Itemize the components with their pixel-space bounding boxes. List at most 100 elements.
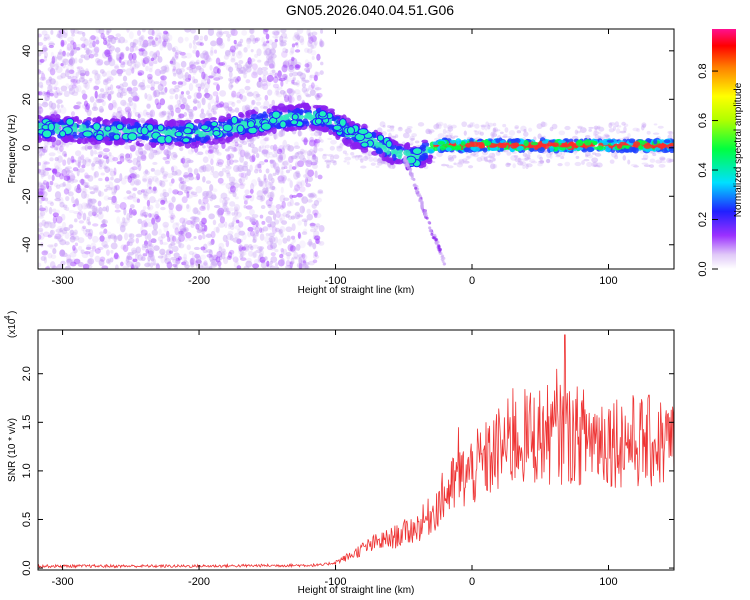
noise-point (132, 187, 138, 192)
noise-point (98, 190, 102, 197)
noise-point (47, 93, 51, 97)
noise-point (128, 207, 133, 216)
noise-point (652, 152, 657, 157)
noise-point (131, 187, 138, 192)
y-tick-label: -20 (21, 188, 33, 204)
noise-point (296, 71, 303, 77)
noise-point (301, 137, 308, 142)
noise-point (94, 248, 101, 254)
ridge-point (239, 133, 246, 141)
noise-point (88, 53, 95, 59)
noise-point (97, 154, 103, 158)
noise-point (330, 139, 337, 145)
noise-point (93, 52, 99, 57)
noise-point (294, 160, 301, 168)
noise-point (264, 256, 268, 261)
noise-point (235, 257, 239, 265)
noise-point (238, 88, 246, 95)
noise-point (293, 141, 299, 148)
noise-point (38, 183, 44, 188)
noise-point (100, 32, 105, 39)
noise-point (188, 250, 195, 255)
noise-point (166, 261, 173, 269)
noise-point (275, 204, 282, 210)
noise-point (150, 253, 155, 262)
noise-point (239, 155, 245, 163)
ridge-point (193, 118, 202, 124)
noise-point (38, 181, 42, 186)
noise-point (119, 201, 127, 210)
noise-point (132, 59, 137, 63)
noise-point (105, 158, 110, 164)
noise-point (105, 70, 113, 79)
noise-point (129, 152, 133, 159)
ridge-blob (279, 120, 287, 129)
ridge-point (102, 136, 111, 142)
noise-point (230, 225, 235, 231)
snr-y-axis-title: SNR (10 * v/v) (7, 418, 18, 482)
noise-point (414, 140, 420, 144)
noise-point (209, 196, 214, 202)
noise-point (95, 60, 103, 66)
noise-point (122, 75, 128, 82)
noise-point (614, 154, 619, 160)
noise-point (302, 79, 310, 83)
ridge-point (122, 126, 127, 134)
noise-point (118, 109, 125, 116)
noise-point (174, 104, 180, 110)
noise-point (114, 65, 120, 70)
noise-point (245, 260, 253, 268)
noise-point (204, 60, 208, 65)
noise-point (71, 196, 75, 204)
noise-point (67, 36, 75, 43)
noise-point (41, 197, 45, 202)
noise-point (491, 152, 496, 159)
noise-point (313, 212, 318, 218)
noise-point (39, 153, 43, 157)
noise-point (275, 208, 280, 213)
ridge-point (114, 118, 121, 122)
noise-point (52, 215, 57, 224)
ridge-point (536, 144, 542, 149)
noise-point (295, 63, 300, 69)
noise-point (97, 200, 102, 207)
noise-point (653, 123, 658, 126)
noise-point (312, 84, 320, 92)
noise-point (106, 95, 111, 100)
noise-point (122, 59, 130, 65)
noise-point (270, 256, 278, 263)
noise-point (54, 92, 59, 99)
ridge-blob (41, 129, 53, 139)
noise-point (667, 134, 673, 140)
noise-point (212, 110, 217, 115)
noise-point (192, 39, 196, 45)
noise-point (207, 240, 213, 247)
noise-point (231, 212, 235, 216)
noise-point (284, 96, 288, 103)
noise-point (313, 159, 319, 165)
ridge-point (233, 133, 239, 138)
noise-point (53, 110, 57, 116)
ridge-blob (338, 118, 347, 128)
noise-point (81, 190, 87, 199)
noise-point (311, 153, 316, 161)
noise-point (490, 131, 495, 138)
ridge-point (302, 102, 310, 108)
noise-point (65, 65, 70, 73)
noise-point (40, 171, 44, 179)
noise-point (83, 172, 89, 179)
noise-point (228, 66, 234, 73)
noise-point (278, 153, 284, 160)
noise-point (290, 235, 296, 240)
noise-point (136, 198, 141, 203)
noise-point (180, 256, 188, 262)
noise-point (243, 150, 251, 159)
noise-point (612, 125, 617, 131)
noise-point (233, 203, 241, 212)
noise-point (229, 109, 236, 113)
noise-point (577, 126, 583, 130)
noise-point (353, 155, 358, 158)
noise-point (200, 82, 205, 90)
noise-point (278, 77, 286, 82)
noise-point (73, 46, 81, 51)
